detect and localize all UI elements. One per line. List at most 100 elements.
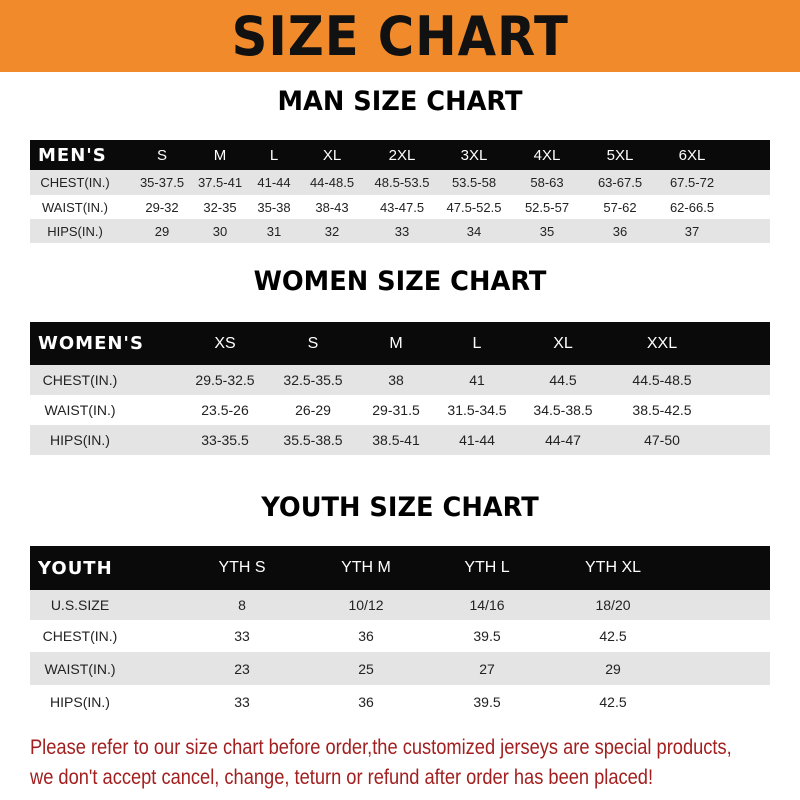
measurement-value: 36 [612,223,628,239]
measurement-value: 58-63 [530,175,564,190]
measurement-value: 37.5-41 [197,175,243,190]
measurement-value: 26-29 [295,402,331,418]
measurement-value: 44.5 [549,372,577,388]
size-header-cell: YTH L [464,559,510,576]
measurement-value: 62-66.5 [669,199,715,215]
size-header-cell: YTH S [218,559,266,576]
measurement-value: 33-35.5 [201,432,249,448]
size-header-cell: L [269,146,279,164]
measurement-label: HIPS(IN.) [47,223,103,239]
measurement-value: 57-62 [603,199,637,215]
measurement-value: 36 [358,693,374,710]
table-row: HIPS(IN.) 29 30 31 32 33 34 35 36 37 [30,219,770,243]
measurement-value: 33 [394,223,410,239]
measurement-value: 38.5-42.5 [632,402,692,418]
measurement-label: WAIST(IN.) [42,199,108,215]
table-title-cell: WOMEN'S [38,333,144,354]
measurement-value: 32 [324,223,340,239]
youth-header-row: YOUTH YTH S YTH M YTH L YTH XL [30,546,770,590]
measurement-value: 29-31.5 [372,402,420,418]
measurement-value: 27 [479,660,495,677]
table-row: CHEST(IN.) 33 36 39.5 42.5 [30,620,770,652]
size-header-cell: M [389,334,403,352]
table-row: CHEST(IN.) 29.5-32.5 32.5-35.5 38 41 44.5 44.5… [30,365,770,395]
measurement-value: 38.5-41 [372,432,420,448]
measurement-value: 35.5-38.5 [283,432,343,448]
page-title: SIZE CHART [231,4,569,68]
youth-size-table: YOUTH YTH S YTH M YTH L YTH XL U.S.SIZE 8 10/12… [30,546,770,718]
table-title-cell: YOUTH [38,557,113,579]
size-header-cell: 4XL [533,146,561,164]
measurement-value: 35-37.5 [139,175,185,190]
measurement-value: 29 [154,223,170,239]
men-size-table: MEN'S S M L XL 2XL 3XL 4XL 5XL 6XL CHEST(IN.) 35-37… [30,140,770,243]
measurement-value: 39.5 [473,628,501,644]
measurement-value: 30 [212,223,228,239]
measurement-label: CHEST(IN.) [42,372,118,388]
order-notice-line-2: we don't accept cancel, change, teturn o… [30,766,654,789]
measurement-value: 41 [469,372,485,388]
measurement-value: 18/20 [595,597,631,613]
measurement-value: 29 [605,660,621,677]
measurement-value: 25 [358,660,374,677]
table-row: WAIST(IN.) 23.5-26 26-29 29-31.5 31.5-34.5 34… [30,395,770,425]
size-header-cell: YTH XL [584,559,642,576]
size-header-cell: 2XL [388,146,416,164]
measurement-value: 53.5-58 [451,175,497,190]
size-header-cell: YTH M [341,559,391,576]
measurement-label: HIPS(IN.) [50,432,110,448]
measurement-value: 34.5-38.5 [533,402,593,418]
measurement-value: 8 [238,597,246,613]
measurement-value: 38 [388,372,404,388]
measurement-value: 43-47.5 [379,199,425,215]
measurement-value: 32.5-35.5 [283,372,343,388]
measurement-value: 63-67.5 [597,175,643,190]
table-title-cell: MEN'S [38,144,107,166]
measurement-value: 48.5-53.5 [374,175,430,190]
women-size-table: WOMEN'S XS S M L XL XXL CHEST(IN.) 29.5-32.5 32.5… [30,322,770,455]
measurement-value: 41-44 [459,432,495,448]
measurement-value: 39.5 [473,693,501,710]
measurement-label: U.S.SIZE [50,597,110,613]
measurement-value: 23 [234,660,250,677]
title-banner: SIZE CHART [0,0,800,72]
table-row: HIPS(IN.) 33-35.5 35.5-38.5 38.5-41 41-44 44-… [30,425,770,455]
women-header-row: WOMEN'S XS S M L XL XXL [30,322,770,365]
measurement-label: CHEST(IN.) [42,628,118,644]
measurement-value: 29.5-32.5 [195,372,255,388]
size-header-cell: 6XL [678,146,706,164]
size-header-cell: 5XL [606,146,634,164]
measurement-value: 44-47 [545,432,581,448]
measurement-value: 35 [539,223,555,239]
measurement-value: 10/12 [348,597,384,613]
size-header-cell: L [472,334,482,352]
measurement-value: 47.5-52.5 [446,199,502,215]
measurement-value: 37 [684,223,700,239]
measurement-value: 32-35 [203,199,237,215]
measurement-value: 38-43 [315,199,349,215]
men-heading: MAN SIZE CHART [277,86,523,117]
measurement-value: 47-50 [644,432,680,448]
table-row: WAIST(IN.) 29-32 32-35 35-38 38-43 43-47.5 47.… [30,195,770,219]
size-header-cell: 3XL [460,146,488,164]
size-header-cell: XL [322,146,342,164]
women-heading: WOMEN SIZE CHART [253,266,547,297]
measurement-value: 31 [266,223,282,239]
table-row: U.S.SIZE 8 10/12 14/16 18/20 [30,590,770,620]
table-row: HIPS(IN.) 33 36 39.5 42.5 [30,685,770,718]
measurement-label: WAIST(IN.) [44,402,116,418]
measurement-value: 42.5 [599,628,627,644]
size-header-cell: XXL [646,334,678,352]
measurement-value: 33 [234,628,250,644]
measurement-value: 34 [466,223,482,239]
measurement-value: 31.5-34.5 [447,402,507,418]
measurement-label: WAIST(IN.) [44,660,116,677]
measurement-value: 42.5 [599,693,627,710]
measurement-value: 36 [358,628,374,644]
measurement-value: 52.5-57 [524,199,570,215]
youth-heading: YOUTH SIZE CHART [261,492,539,523]
order-notice-line-1: Please refer to our size chart before or… [30,736,732,759]
measurement-value: 67.5-72 [669,175,715,190]
measurement-value: 44-48.5 [309,175,355,190]
men-header-row: MEN'S S M L XL 2XL 3XL 4XL 5XL 6XL [30,140,770,170]
